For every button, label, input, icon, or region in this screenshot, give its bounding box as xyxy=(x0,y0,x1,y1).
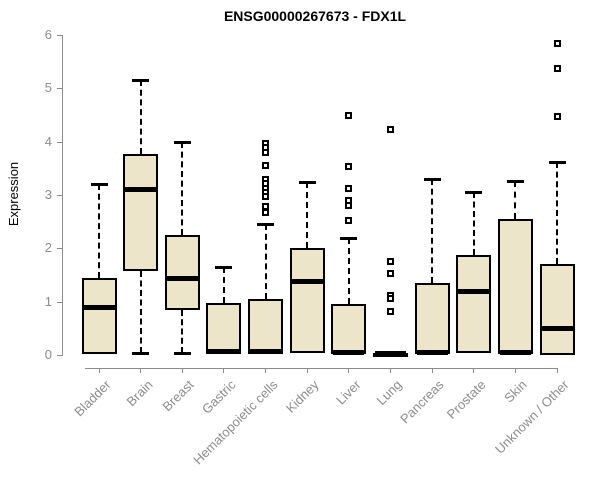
outlier-point xyxy=(553,65,561,73)
lower-whisker xyxy=(139,271,142,354)
y-tick-label: 4 xyxy=(44,133,52,149)
boxplot-box xyxy=(456,255,492,354)
upper-whisker xyxy=(306,181,309,249)
boxplot-box xyxy=(289,248,325,354)
median-line xyxy=(416,349,448,355)
outlier-point xyxy=(553,39,561,47)
upper-whisker-cap xyxy=(506,179,524,183)
upper-whisker xyxy=(98,184,100,278)
y-tick-label: 6 xyxy=(44,27,52,42)
lower-whisker xyxy=(181,309,184,354)
outlier-point xyxy=(345,202,353,210)
boxplot-box xyxy=(248,299,284,354)
outlier-point xyxy=(345,216,353,224)
y-axis-line xyxy=(62,35,63,356)
upper-whisker xyxy=(514,180,517,219)
x-axis-tick xyxy=(306,368,308,373)
median-line xyxy=(499,349,531,355)
y-axis-label: Expression xyxy=(6,161,21,227)
upper-whisker-cap xyxy=(257,223,275,227)
x-axis-tick xyxy=(181,368,183,373)
median-line xyxy=(250,349,282,355)
y-axis-tick xyxy=(57,355,62,356)
upper-whisker xyxy=(431,179,434,283)
upper-whisker-cap xyxy=(173,140,191,144)
median-line xyxy=(166,276,198,282)
upper-whisker-cap xyxy=(465,191,483,195)
y-tick-label: 3 xyxy=(44,187,52,202)
outlier-point xyxy=(553,113,561,121)
x-axis-tick xyxy=(389,368,391,373)
median-line xyxy=(291,278,323,284)
boxplot-box xyxy=(81,277,117,354)
lower-whisker-cap xyxy=(132,352,150,356)
upper-whisker-cap xyxy=(423,178,441,181)
outlier-point xyxy=(386,126,394,134)
median-line xyxy=(541,325,573,331)
median-line xyxy=(374,351,406,356)
outlier-point xyxy=(262,148,270,156)
y-axis-tick xyxy=(57,35,62,36)
boxplot-box xyxy=(539,264,575,355)
outlier-point xyxy=(345,185,353,193)
y-tick-label: 1 xyxy=(44,293,52,309)
boxplot-box xyxy=(123,153,159,272)
y-tick-label: 2 xyxy=(44,240,52,256)
upper-whisker-cap xyxy=(215,266,233,269)
upper-whisker-cap xyxy=(548,160,566,164)
x-axis-tick xyxy=(265,368,267,373)
y-axis-tick xyxy=(57,248,62,250)
upper-whisker-cap xyxy=(90,183,108,187)
median-line xyxy=(458,288,490,294)
upper-whisker-cap xyxy=(132,79,150,83)
boxplot-box xyxy=(414,283,450,354)
outlier-point xyxy=(262,193,270,201)
x-axis-tick xyxy=(431,368,433,373)
median-line xyxy=(83,304,115,310)
upper-whisker xyxy=(347,237,350,305)
upper-whisker xyxy=(222,267,225,304)
boxplot-box xyxy=(206,303,242,354)
outlier-point xyxy=(345,111,353,119)
median-line xyxy=(333,349,365,355)
x-axis-tick xyxy=(514,368,516,373)
x-axis-line xyxy=(85,368,558,369)
upper-whisker xyxy=(472,192,475,256)
median-line xyxy=(208,349,240,355)
upper-whisker-cap xyxy=(298,180,316,184)
lower-whisker-cap xyxy=(173,352,191,356)
outlier-point xyxy=(386,294,394,302)
upper-whisker xyxy=(556,161,558,265)
upper-whisker xyxy=(181,141,184,235)
boxplot-box xyxy=(497,219,533,354)
boxplot-box xyxy=(164,235,200,310)
upper-whisker-cap xyxy=(340,236,358,240)
y-axis-tick xyxy=(57,301,62,303)
outlier-point xyxy=(386,258,394,266)
x-axis-tick xyxy=(556,368,558,373)
x-axis-tick xyxy=(98,368,100,373)
y-tick-label: 5 xyxy=(44,80,52,96)
y-tick-label: 0 xyxy=(44,347,52,362)
upper-whisker xyxy=(139,80,142,154)
outlier-point xyxy=(386,269,394,277)
outlier-point xyxy=(262,208,270,216)
x-axis-tick xyxy=(473,368,475,373)
outlier-point xyxy=(345,163,353,171)
outlier-point xyxy=(262,162,270,170)
y-axis-tick xyxy=(57,195,62,196)
median-line xyxy=(125,187,157,193)
outlier-point xyxy=(386,308,394,316)
x-axis-tick xyxy=(348,368,350,373)
boxplot-box xyxy=(331,304,367,354)
x-axis-tick xyxy=(223,368,225,373)
x-axis-tick xyxy=(140,368,142,373)
chart-title: ENSG00000267673 - FDX1L xyxy=(223,8,407,24)
y-axis-tick xyxy=(57,88,62,90)
y-axis-tick xyxy=(57,141,62,143)
upper-whisker xyxy=(264,224,267,299)
